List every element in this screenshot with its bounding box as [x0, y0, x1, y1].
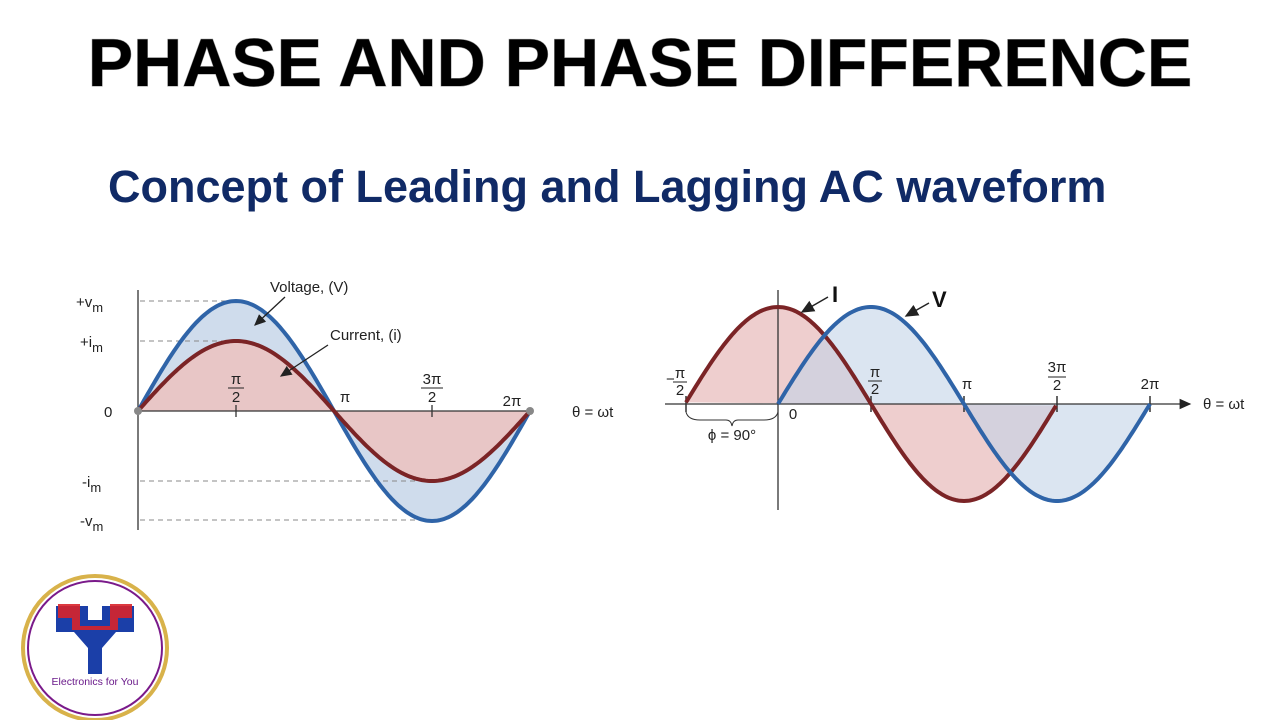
pointer: [279, 344, 329, 377]
x-label: 2π: [503, 393, 522, 410]
x-label: π: [675, 365, 685, 382]
current-wave: [684, 304, 1058, 504]
logo-text: Electronics for You: [52, 676, 139, 688]
x-label: π: [340, 389, 350, 406]
x-label: π: [231, 371, 241, 388]
x-label: 2: [1053, 377, 1061, 394]
current-label: I: [832, 282, 838, 307]
current-label: Current, (i): [330, 327, 402, 344]
left-diagram: +vm +im 0 -im -vm π 2 π 3π 2 2π θ = ωt V…: [76, 279, 614, 534]
x-label: −: [666, 371, 675, 388]
current-wave: [136, 339, 532, 483]
x-label: 2: [232, 389, 240, 406]
y-label: +im: [80, 334, 103, 355]
pointer: [254, 296, 286, 326]
x-label: π: [962, 376, 972, 393]
y-label: -vm: [80, 513, 103, 534]
end-dot: [526, 407, 534, 415]
logo: Electronics for You: [21, 574, 169, 720]
x-label: 3π: [423, 371, 442, 388]
y-label: +vm: [76, 294, 103, 315]
phase-label: ϕ = 90°: [708, 427, 756, 444]
right-diagram: − π 2 0 π 2 π 3π 2 2π θ = ωt ϕ = 90° I V: [665, 282, 1245, 510]
logo-ring: [27, 580, 163, 716]
y-label: -im: [82, 474, 101, 495]
logo-w: [58, 604, 132, 630]
x-label: 2: [428, 389, 436, 406]
x-label: 0: [789, 406, 797, 423]
axis-label: θ = ωt: [1203, 396, 1245, 413]
x-label: 3π: [1048, 359, 1067, 376]
title: PHASE AND PHASE DIFFERENCE: [88, 25, 1193, 101]
voltage-wave: [776, 305, 1152, 503]
pointer: [904, 302, 930, 317]
x-label: 2π: [1141, 376, 1160, 393]
y-label: 0: [104, 404, 112, 421]
x-label: 2: [676, 382, 684, 399]
subtitle: Concept of Leading and Lagging AC wavefo…: [108, 161, 1106, 212]
x-label: π: [870, 364, 880, 381]
axis-label: θ = ωt: [572, 404, 614, 421]
end-dot: [134, 407, 142, 415]
voltage-label: Voltage, (V): [270, 279, 348, 296]
phase-bracket: [685, 411, 779, 427]
pointer: [800, 296, 829, 313]
x-label: 2: [871, 381, 879, 398]
voltage-label: V: [932, 287, 947, 312]
